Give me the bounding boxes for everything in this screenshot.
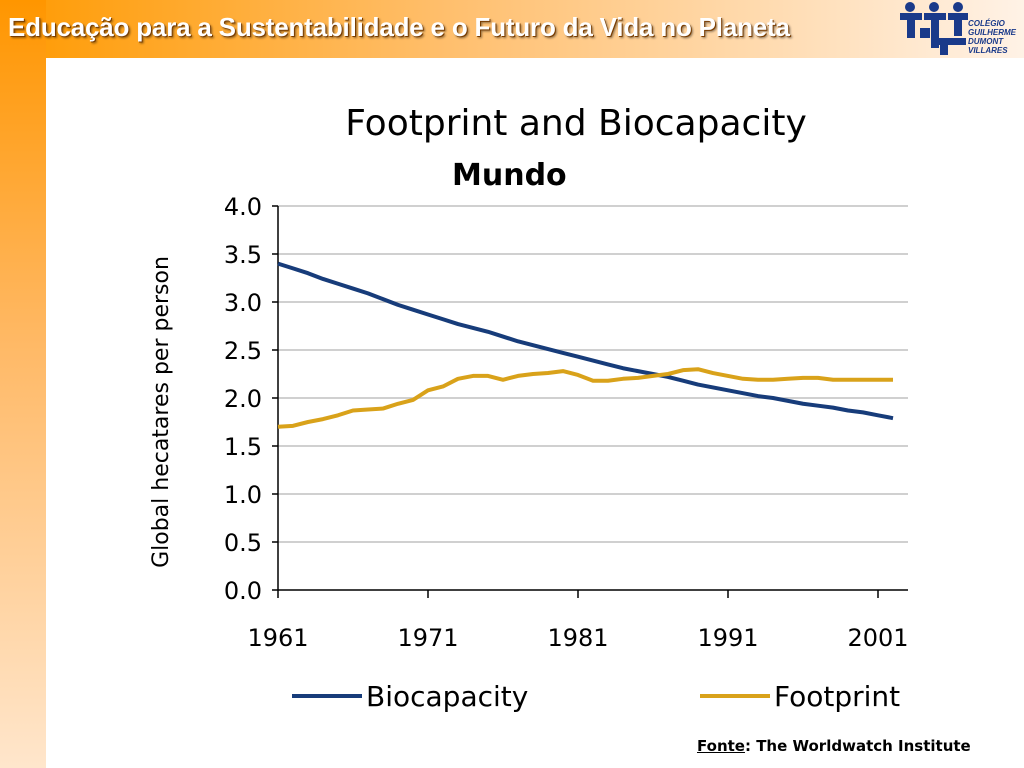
biocapacity-series-line xyxy=(277,261,894,421)
left-side-band xyxy=(0,0,46,768)
y-axis-label: Global hecatares per person xyxy=(149,256,174,568)
x-tick-label: 1991 xyxy=(697,624,758,652)
school-logo: COLÉGIO GUILHERME DUMONT VILLARES xyxy=(896,0,1024,58)
y-tick-label: 1.0 xyxy=(224,481,262,509)
y-tick-label: 3.5 xyxy=(224,241,262,269)
y-tick-label: 3.0 xyxy=(224,289,262,317)
slide-header-title: Educação para a Sustentabilidade e o Fut… xyxy=(8,12,790,42)
source-label: Fonte xyxy=(697,737,745,755)
footprint-legend-label: Footprint xyxy=(774,680,900,713)
y-tick-label: 0.0 xyxy=(224,577,262,605)
logo-text: COLÉGIO GUILHERME DUMONT VILLARES xyxy=(968,19,1016,55)
chart-legend: Biocapacity Footprint xyxy=(292,680,900,713)
chart-subtitle: Mundo xyxy=(452,158,567,193)
y-tick-label: 4.0 xyxy=(224,193,262,221)
x-tick-label: 1981 xyxy=(547,624,608,652)
school-logo-icon xyxy=(900,2,968,55)
x-tick-label: 1971 xyxy=(397,624,458,652)
x-tick-label: 2001 xyxy=(847,624,908,652)
header-band xyxy=(0,0,1024,58)
footprint-series-line xyxy=(277,367,893,429)
y-tick-label: 0.5 xyxy=(224,529,262,557)
source-text: : The Worldwatch Institute xyxy=(744,737,971,755)
chart-title: Footprint and Biocapacity xyxy=(345,103,807,144)
source-citation: Fonte: The Worldwatch Institute xyxy=(697,737,971,755)
chart-axes: 0.0 0.5 1.0 1.5 2.0 2.5 3.0 3.5 4.0 1961 1971 1981 1… xyxy=(224,193,909,652)
y-tick-label: 1.5 xyxy=(224,433,262,461)
y-tick-label: 2.0 xyxy=(224,385,262,413)
x-tick-label: 1961 xyxy=(247,624,308,652)
grid-lines xyxy=(278,205,908,543)
y-tick-label: 2.5 xyxy=(224,337,262,365)
biocapacity-legend-label: Biocapacity xyxy=(366,680,528,713)
chart-series xyxy=(277,261,894,429)
